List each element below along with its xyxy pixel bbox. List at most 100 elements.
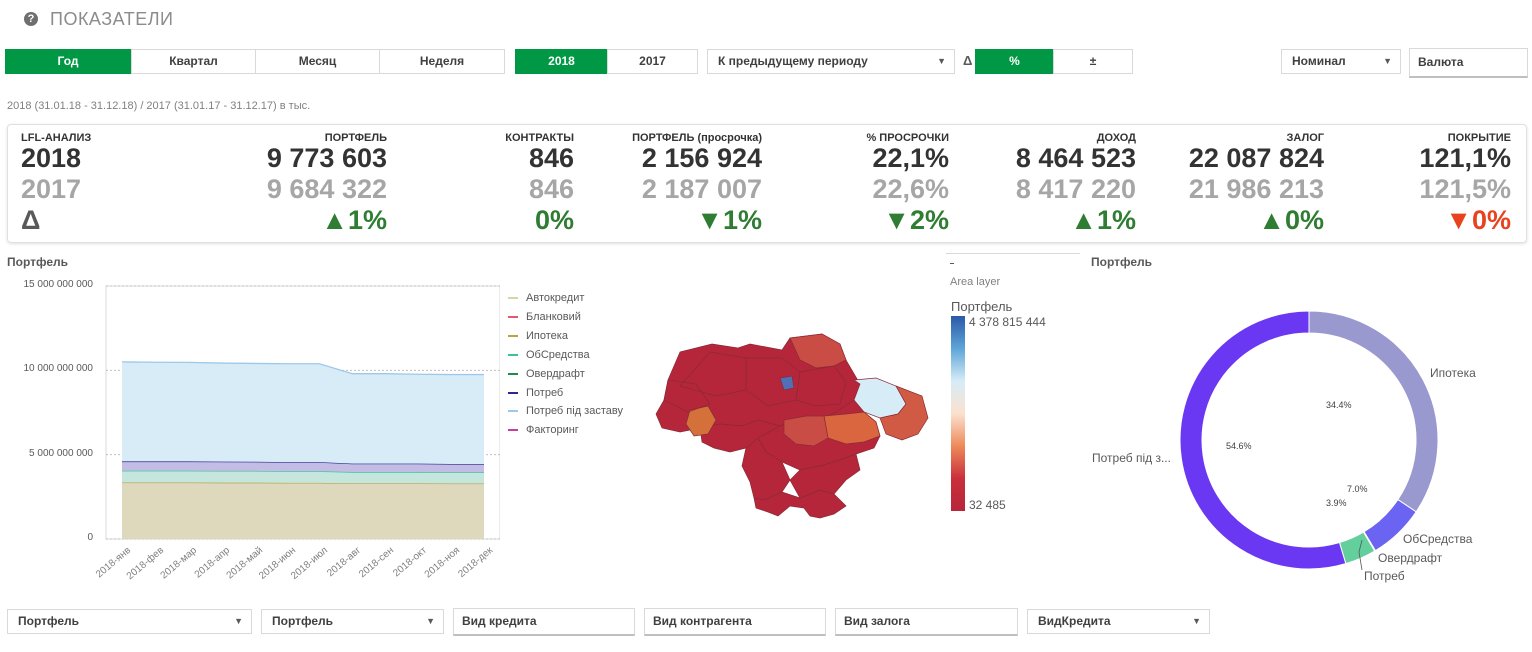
legend-swatch	[508, 297, 518, 299]
kpi-delta-value: ▲0%	[1258, 205, 1324, 235]
kpi-delta-value: ▼1%	[696, 205, 762, 235]
legend-item[interactable]: Факторинг	[508, 423, 579, 437]
filter-field[interactable]: Вид кредита	[453, 608, 635, 636]
kpi-delta-value: ▼2%	[883, 205, 949, 235]
filter-label: Портфель	[18, 614, 80, 628]
area-series-fill[interactable]	[122, 470, 484, 484]
area-chart-title: Портфель	[7, 255, 69, 269]
legend-swatch	[508, 334, 518, 337]
map-region	[789, 453, 861, 499]
map-region	[663, 379, 711, 413]
nominal-dropdown-label: Номинал	[1292, 54, 1346, 68]
leader-line	[1358, 540, 1363, 571]
map-region	[795, 365, 847, 407]
map-region	[753, 489, 847, 519]
legend-item[interactable]: Потреб	[508, 386, 563, 400]
map-region	[879, 385, 929, 441]
help-icon[interactable]: ?	[24, 12, 38, 26]
kpi-delta-value: ▲1%	[321, 205, 387, 235]
donut-slice-label: Потреб під з...	[1092, 451, 1171, 465]
kpi-header: ПОРТФЕЛЬ (просрочка)	[632, 132, 762, 144]
year-2018-button[interactable]: 2018	[515, 49, 608, 74]
tab-quarter[interactable]: Квартал	[131, 49, 256, 74]
legend-label: ОбСредства	[526, 348, 590, 361]
caret-down-icon: ▼	[937, 56, 946, 66]
kpi-current-value: 9 773 603	[266, 143, 387, 173]
donut-svg	[1179, 310, 1439, 570]
delta-absolute-button[interactable]: ±	[1053, 49, 1133, 74]
donut-chart-title: Портфель	[1091, 255, 1153, 269]
map-dash	[950, 263, 954, 264]
area-series-fill[interactable]	[122, 361, 484, 464]
period-note: 2018 (31.01.18 - 31.12.18) / 2017 (31.01…	[7, 100, 311, 112]
filter-dropdown[interactable]: Портфель ▼	[261, 609, 444, 634]
map-layer-label: Area layer	[950, 276, 1001, 288]
kpi-current-value: 846	[528, 143, 574, 173]
kpi-previous-value: 2 187 007	[641, 174, 762, 204]
kpi-header: % ПРОСРОЧКИ	[866, 132, 949, 144]
legend-swatch	[508, 315, 518, 318]
map-legend-min: 32 485	[969, 498, 1006, 512]
y-tick-label: 5 000 000 000	[29, 447, 93, 459]
comparison-dropdown[interactable]: К предыдущему периоду ▼	[707, 49, 955, 74]
kpi-previous-value: 846	[528, 174, 574, 204]
kpi-current-value: 22 087 824	[1188, 143, 1324, 173]
caret-down-icon: ▼	[426, 616, 435, 626]
filter-label: ВидКредита	[1038, 614, 1111, 628]
legend-item[interactable]: Бланковий	[508, 310, 581, 324]
kpi-delta-value: ▲1%	[1070, 205, 1136, 235]
donut-slice[interactable]	[1179, 310, 1347, 570]
delta-label: Δ	[963, 53, 973, 68]
kpi-header: ПОРТФЕЛЬ	[324, 132, 387, 144]
legend-label: Потреб під заставу	[526, 405, 623, 418]
kpi-previous-value: 9 684 322	[266, 174, 387, 204]
kpi-header: ДОХОД	[1096, 132, 1136, 144]
legend-swatch	[508, 429, 518, 432]
delta-percent-button[interactable]: %	[975, 49, 1054, 74]
year-2017-button[interactable]: 2017	[607, 49, 698, 74]
map-divider	[946, 253, 1080, 254]
legend-swatch	[508, 410, 518, 413]
map-region	[699, 419, 781, 453]
filter-field[interactable]: Вид контрагента	[644, 608, 826, 636]
donut-slice-percent: 54.6%	[1226, 441, 1252, 451]
filter-field[interactable]: Вид залога	[835, 608, 1018, 636]
filter-dropdown[interactable]: Портфель ▼	[7, 609, 252, 634]
area-series-line	[122, 481, 484, 485]
legend-swatch	[508, 353, 518, 356]
kpi-current-value: 8 464 523	[1015, 143, 1136, 173]
legend-label: Потреб	[526, 386, 564, 399]
legend-item[interactable]: Автокредит	[508, 291, 584, 305]
legend-item[interactable]: Овердрафт	[508, 367, 585, 381]
legend-item[interactable]: Ипотека	[508, 329, 568, 343]
legend-label: Факторинг	[526, 424, 579, 437]
legend-item[interactable]: Потреб під заставу	[508, 404, 623, 418]
donut-slice[interactable]	[1308, 310, 1439, 513]
caret-down-icon: ▼	[234, 616, 243, 626]
map-region	[685, 405, 717, 437]
kpi-panel	[7, 124, 1527, 243]
area-chart-svg	[105, 285, 500, 540]
filter-dropdown[interactable]: ВидКредита ▼	[1027, 609, 1210, 634]
legend-label: Овердрафт	[526, 367, 585, 380]
kpi-current-value: 2 156 924	[641, 143, 762, 173]
tab-month[interactable]: Месяц	[255, 49, 380, 74]
legend-item[interactable]: ОбСредства	[508, 348, 590, 362]
legend-label: Ипотека	[526, 329, 568, 342]
nominal-dropdown[interactable]: Номинал ▼	[1281, 49, 1401, 74]
y-tick-label: 10 000 000 000	[23, 363, 93, 375]
kpi-previous-value: 121,5%	[1419, 174, 1511, 204]
kpi-row-previous-year: 2017	[21, 174, 82, 204]
area-series-fill[interactable]	[122, 482, 484, 539]
tab-year[interactable]: Год	[5, 49, 131, 74]
currency-field[interactable]: Валюта	[1409, 48, 1528, 78]
area-series-line	[121, 361, 484, 376]
ukraine-map[interactable]	[650, 330, 940, 530]
tab-week[interactable]: Неделя	[379, 49, 505, 74]
kpi-previous-value: 8 417 220	[1015, 174, 1136, 204]
kpi-current-value: 22,1%	[872, 143, 949, 173]
legend-swatch	[508, 372, 518, 375]
kpi-delta-value: ▼0%	[1445, 205, 1511, 235]
map-legend-title: Портфель	[951, 299, 1013, 314]
caret-down-icon: ▼	[1383, 56, 1392, 66]
